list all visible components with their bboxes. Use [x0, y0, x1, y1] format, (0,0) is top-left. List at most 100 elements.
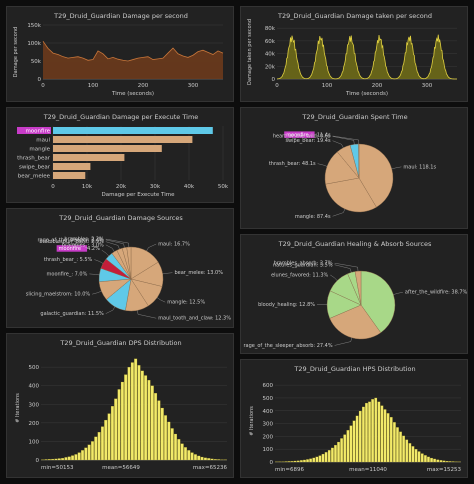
bar-label: maul [36, 138, 50, 144]
histogram-bar [114, 398, 118, 461]
pie-label: elunes_favored: 11.3% [271, 272, 328, 278]
histogram-bar [318, 455, 322, 463]
histogram-bar [377, 401, 381, 463]
histogram-bar [306, 459, 309, 463]
pie-leader-line [105, 241, 120, 250]
chart-title: T29_Druid_Guardian Damage per second [53, 12, 188, 20]
histogram-bar [451, 461, 455, 463]
pie-label: natures_guardian: 3.5% [273, 262, 333, 268]
y-tick-label: 300 [29, 402, 40, 408]
histogram-bar [414, 449, 418, 463]
y-tick-label: 600 [263, 383, 274, 389]
histogram-bar [312, 457, 316, 463]
pie-leader-line [393, 292, 403, 295]
histogram-bar [164, 415, 168, 461]
pie-slice-rage_of_the_sleeper_absorb [329, 304, 382, 340]
pie-leader-line [137, 310, 157, 319]
pie-label: brambles_absorb: 2.7% [274, 261, 333, 267]
bar-swipe_bear [53, 163, 91, 170]
histogram-bar [389, 417, 393, 463]
panel-spent-time: T29_Druid_Guardian Spent Time maul: 118.1… [240, 107, 468, 229]
bar-label-highlight [17, 127, 51, 134]
histogram-bar [358, 410, 362, 463]
histogram-bar [174, 433, 177, 461]
histogram-bar [436, 459, 440, 463]
y-axis-label: # Iterations [249, 406, 255, 436]
x-tick-label: 200 [372, 83, 383, 89]
histogram-bar [442, 460, 446, 463]
histogram-bar [84, 447, 88, 461]
bar-mangle [53, 145, 162, 152]
histogram-bar [203, 457, 207, 461]
x-axis-label: Damage per Execute Time [101, 192, 175, 198]
histogram-bar [61, 458, 65, 461]
histogram-bar [77, 452, 81, 461]
histogram-bar [104, 419, 108, 461]
y-tick-label: 0 [272, 77, 276, 83]
y-axis-label: Damage taken per second [247, 19, 253, 85]
chart-title: T29_Druid_Guardian Damage taken per seco… [277, 12, 432, 20]
histogram-bar [110, 406, 114, 461]
histogram-bar [417, 451, 421, 463]
pie-leader-line [334, 264, 352, 273]
histogram-bar [51, 458, 55, 461]
pie-leader-line [94, 259, 104, 264]
histogram-bar [340, 438, 344, 463]
histogram-bar [184, 447, 187, 461]
pie-slice-mangle [325, 177, 377, 213]
histogram-bar [67, 456, 71, 461]
histogram-bar [167, 421, 171, 461]
histogram-bar [124, 374, 128, 461]
histogram-bar [439, 460, 443, 463]
y-tick-label: 200 [29, 421, 40, 427]
pie-label-highlight [56, 245, 88, 252]
pie-label-name: moonfire [286, 132, 308, 138]
pie-leader-line [105, 244, 115, 252]
min-label: min=6896 [275, 467, 304, 473]
histogram-bar [47, 459, 51, 461]
histogram-bar [299, 460, 303, 463]
histogram-bar [170, 428, 174, 461]
pie-label: galactic_guardian: 11.5% [40, 311, 104, 317]
pie-slice-maul [358, 143, 394, 208]
histogram-bar [408, 443, 412, 463]
max-label: max=15253 [427, 467, 462, 473]
pie-label: swipe_bear: 19.4s [285, 138, 331, 144]
area-fill [43, 41, 223, 79]
chart-title: T29_Druid_Guardian HPS Distribution [293, 365, 415, 373]
histogram-bar [94, 436, 98, 461]
pie-label: mangle: 12.5% [167, 300, 205, 306]
y-tick-label: 0 [38, 77, 42, 83]
histogram-bar [361, 406, 365, 463]
pie-label-highlight [284, 131, 315, 138]
histogram-bar [430, 457, 433, 463]
histogram-bar [371, 399, 374, 463]
y-axis-label: # Iterations [15, 393, 21, 423]
x-tick-label: 100 [322, 83, 333, 89]
histogram-bar [180, 443, 184, 461]
histogram-bar [87, 444, 91, 461]
histogram-bar [396, 427, 399, 463]
bar-label: swipe_bear [19, 165, 51, 171]
x-tick-label: 0 [41, 83, 45, 89]
histogram-bar [81, 450, 84, 461]
histogram-bar [321, 453, 325, 463]
histogram-bar [324, 452, 328, 463]
x-tick-label: 0 [275, 83, 279, 89]
pie-leader-line [105, 239, 125, 248]
histogram-bar [193, 454, 197, 461]
histogram-bar [374, 397, 378, 463]
y-tick-label: 40k [265, 52, 276, 58]
histogram-bar [54, 458, 58, 461]
histogram-bar [64, 457, 68, 461]
histogram-bar [424, 455, 427, 463]
chart-damage-per-execute-time: T29_Druid_Guardian Damage per Execute Ti… [17, 113, 229, 198]
histogram-bar [100, 426, 104, 461]
chart-dps-distribution: T29_Druid_Guardian DPS Distribution 0 100 2… [15, 339, 227, 471]
pie-label: thrash_bear_: 5.5% [44, 257, 93, 263]
histogram-bar [346, 430, 350, 463]
histogram-bar [137, 365, 141, 461]
bar-bear_melee [53, 172, 86, 179]
panel-dps-distribution: T29_Druid_Guardian DPS Distribution 0 100 2… [6, 333, 234, 478]
pie-leader-line [334, 337, 353, 346]
